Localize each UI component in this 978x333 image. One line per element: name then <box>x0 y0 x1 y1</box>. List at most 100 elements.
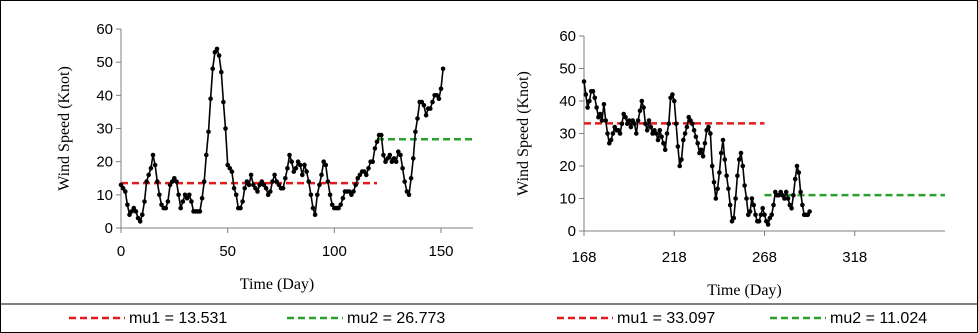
y-tick-label: 0 <box>568 223 576 240</box>
data-point <box>718 150 724 156</box>
data-point <box>216 53 222 58</box>
wind-speed-line <box>120 47 444 224</box>
y-tick-label: 40 <box>559 93 576 110</box>
data-point <box>681 137 686 143</box>
data-point <box>276 182 282 188</box>
data-point <box>597 111 603 117</box>
data-point <box>302 162 307 168</box>
data-point <box>349 192 354 198</box>
data-point <box>762 212 767 218</box>
data-point <box>400 166 405 171</box>
data-point <box>666 121 672 126</box>
data-point <box>758 212 764 218</box>
data-point <box>626 118 632 123</box>
data-point <box>221 99 226 105</box>
data-point <box>670 92 675 97</box>
data-point <box>219 69 224 75</box>
data-point <box>731 215 737 221</box>
data-point <box>771 202 776 208</box>
data-point <box>129 209 134 214</box>
data-point <box>364 172 369 178</box>
data-point <box>323 162 329 168</box>
data-point <box>180 199 186 204</box>
data-point <box>592 95 598 101</box>
data-point <box>383 159 388 164</box>
data-point <box>229 169 235 174</box>
data-point <box>634 131 639 136</box>
data-point <box>201 179 207 184</box>
data-point <box>720 137 726 143</box>
data-point <box>325 179 331 184</box>
data-point <box>135 215 141 221</box>
data-point <box>419 99 425 105</box>
data-point <box>673 121 679 126</box>
data-point <box>635 118 641 123</box>
data-point <box>617 131 623 136</box>
data-point <box>440 66 446 72</box>
data-point <box>184 195 190 201</box>
data-point <box>157 192 162 198</box>
data-point <box>747 209 753 214</box>
y-axis-title: Wind Speed (Knot) <box>56 66 73 191</box>
data-point <box>415 116 420 121</box>
data-point <box>289 159 295 164</box>
data-point <box>672 98 677 104</box>
data-point <box>428 106 433 111</box>
data-point <box>641 105 646 110</box>
data-point <box>693 134 699 140</box>
x-tick-label: 318 <box>842 249 867 266</box>
data-point <box>715 186 720 192</box>
data-point <box>702 141 708 146</box>
data-point <box>402 179 408 184</box>
data-point <box>736 157 742 162</box>
chart-right: 0 10 20 30 40 50 60 168 218 268 318 Time (Day) Wind … <box>515 28 945 327</box>
data-point <box>165 199 171 204</box>
data-point <box>146 172 151 178</box>
data-point <box>700 154 706 159</box>
data-point <box>280 185 286 191</box>
data-point <box>682 131 688 136</box>
data-point <box>789 206 794 211</box>
data-point <box>336 205 341 211</box>
data-point <box>796 170 802 175</box>
data-point <box>740 163 746 169</box>
data-point <box>717 170 722 175</box>
data-point <box>434 93 440 98</box>
data-point <box>398 152 403 158</box>
y-tick-label: 60 <box>559 28 576 45</box>
data-point <box>648 124 654 130</box>
data-point <box>677 163 682 169</box>
data-point <box>691 128 697 133</box>
data-point <box>306 179 312 184</box>
data-point <box>751 202 756 208</box>
data-point <box>246 182 252 188</box>
data-point <box>248 172 254 178</box>
data-point <box>599 118 605 123</box>
data-point <box>212 49 218 55</box>
data-point <box>270 179 275 184</box>
data-point <box>182 192 188 198</box>
chart-left: 0 10 20 30 40 50 60 0 50 100 150 Time (Day) Wind Spe… <box>56 21 473 327</box>
data-point <box>733 196 738 201</box>
data-point <box>327 192 333 198</box>
x-tick-label: 218 <box>662 249 687 266</box>
data-point <box>769 212 774 218</box>
data-point <box>708 131 713 136</box>
data-point <box>187 192 192 198</box>
data-point <box>259 179 265 184</box>
y-tick-label: 0 <box>105 220 113 237</box>
data-point <box>133 209 139 214</box>
data-point <box>255 189 260 194</box>
data-point <box>722 157 728 162</box>
data-point <box>304 169 309 174</box>
data-point <box>684 124 690 130</box>
data-point <box>167 182 173 188</box>
data-point <box>664 131 670 136</box>
data-point <box>379 132 384 138</box>
data-point <box>172 176 177 181</box>
data-point <box>169 179 175 184</box>
data-point <box>655 137 661 143</box>
y-tick-label: 50 <box>559 61 576 78</box>
data-point <box>321 159 327 164</box>
